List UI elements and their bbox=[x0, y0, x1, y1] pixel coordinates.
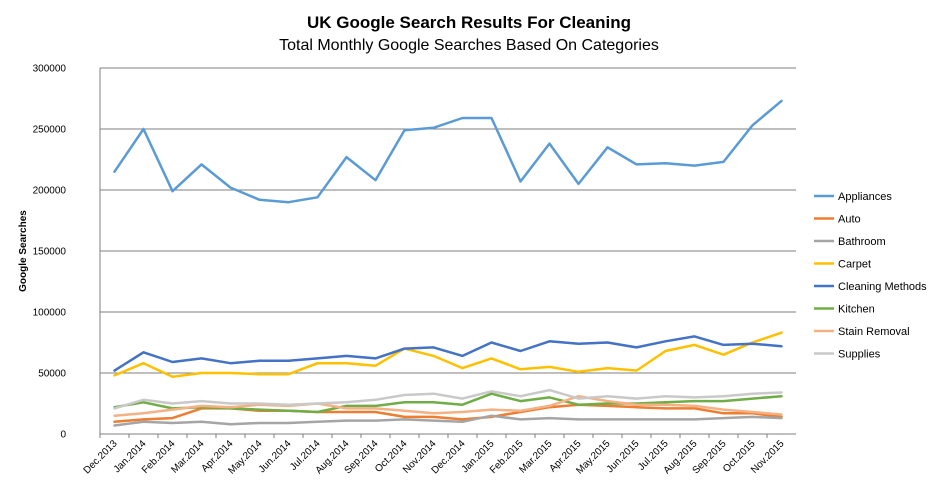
legend-label: Bathroom bbox=[838, 236, 886, 248]
legend-label: Supplies bbox=[838, 349, 881, 361]
y-tick-label: 100000 bbox=[33, 308, 67, 319]
x-tick-label: Jun.2015 bbox=[605, 438, 642, 475]
legend-label: Appliances bbox=[838, 191, 892, 203]
series-line-cleaning-methods bbox=[113, 335, 783, 372]
y-tick-label: 50000 bbox=[38, 369, 66, 380]
legend-label: Carpet bbox=[838, 259, 871, 271]
series-line-stain-removal bbox=[113, 394, 783, 417]
series-lines bbox=[113, 99, 783, 427]
series-line-bathroom bbox=[113, 414, 783, 427]
legend-label: Auto bbox=[838, 214, 861, 226]
legend: Appliances Auto Bathroom Carpet Cleaning Met… bbox=[814, 191, 927, 361]
x-axis-ticks: Dec.2013Jan.2014Feb.2014Mar.2014Apr.2014… bbox=[82, 434, 787, 477]
chart-title: UK Google Search Results For Cleaning bbox=[307, 13, 631, 32]
series-line-supplies bbox=[113, 388, 783, 410]
legend-label: Stain Removal bbox=[838, 326, 910, 338]
series-line-appliances bbox=[113, 99, 783, 204]
legend-label: Kitchen bbox=[838, 304, 875, 316]
x-tick-label: Jun.2014 bbox=[257, 438, 294, 475]
y-axis-label: Google Searches bbox=[18, 210, 29, 292]
series-line-carpet bbox=[113, 331, 783, 378]
y-tick-label: 200000 bbox=[33, 186, 67, 197]
y-tick-label: 150000 bbox=[33, 247, 67, 258]
y-tick-label: 250000 bbox=[33, 125, 67, 136]
y-axis-ticks: 0 50000 100000 150000 200000 250000 300000 bbox=[33, 64, 67, 441]
legend-label: Cleaning Methods bbox=[838, 281, 927, 293]
chart-subtitle: Total Monthly Google Searches Based On C… bbox=[279, 37, 659, 54]
y-tick-label: 300000 bbox=[33, 64, 67, 75]
y-tick-label: 0 bbox=[60, 430, 66, 441]
